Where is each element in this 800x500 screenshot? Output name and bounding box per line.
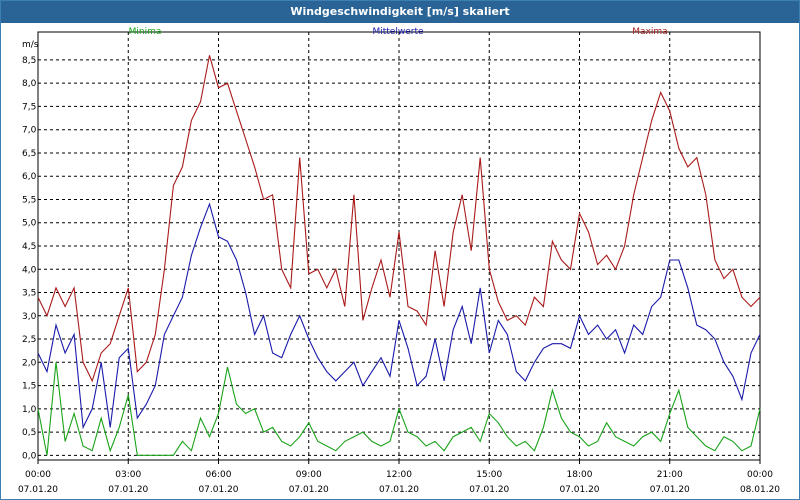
y-axis-ticks: 0,0 0,5 1,0 1,5 2,0 2,5 3,0 3,5 4,0 4,5 5,0 5,5 6,0 6… [22, 56, 37, 461]
series-line-mittelwerte [37, 202, 761, 430]
x-tick-time: 21:00 [657, 470, 683, 480]
x-tick-date: 07.01.20 [379, 485, 419, 495]
x-tick-time: 18:00 [567, 470, 593, 480]
y-tick-label: 2,5 [22, 335, 36, 345]
y-tick-label: 5,5 [22, 195, 36, 205]
x-tick-date: 07.01.20 [289, 485, 329, 495]
chart-title: Windgeschwindigkeit [m/s] skaliert [1, 1, 799, 23]
legend-mittelwerte: Mittelwerte [372, 27, 423, 37]
y-tick-label: 1,5 [22, 382, 36, 392]
y-tick-label: 6,5 [22, 149, 36, 159]
series-line-minima [37, 362, 761, 456]
legend-minima: Minima [129, 27, 162, 37]
y-tick-label: 0,0 [22, 451, 37, 461]
x-tick-time: 03:00 [115, 470, 141, 480]
y-tick-label: 4,0 [22, 265, 37, 275]
grid-lines [38, 32, 760, 460]
y-tick-label: 3,0 [22, 312, 37, 322]
y-tick-label: 4,5 [22, 242, 36, 252]
x-tick-date: 07.01.20 [469, 485, 509, 495]
x-tick-date: 07.01.20 [18, 485, 58, 495]
series-group [37, 55, 761, 456]
y-tick-label: 8,5 [22, 56, 36, 66]
y-tick-label: 2,0 [22, 358, 37, 368]
y-tick-label: 7,5 [22, 102, 36, 112]
x-tick-date: 07.01.20 [108, 485, 148, 495]
y-tick-label: 0,5 [22, 428, 36, 438]
y-tick-label: 5,0 [22, 219, 37, 229]
x-tick-time: 15:00 [476, 470, 502, 480]
x-tick-date: 07.01.20 [198, 485, 238, 495]
y-tick-label: 1,0 [22, 405, 37, 415]
x-tick-time: 12:00 [386, 470, 412, 480]
x-tick-date: 07.01.20 [650, 485, 690, 495]
legend-maxima: Maxima [632, 27, 667, 37]
x-tick-time: 00:00 [747, 470, 773, 480]
series-line-maxima [37, 55, 761, 383]
y-tick-label: 8,0 [22, 79, 37, 89]
x-tick-time: 00:00 [25, 470, 51, 480]
y-tick-label: 3,5 [22, 289, 36, 299]
x-tick-date: 07.01.20 [559, 485, 599, 495]
x-axis-ticks: 00:00 07.01.20 03:00 07.01.20 06:00 07.01.20 0… [18, 460, 780, 495]
y-axis-label: m/s [22, 40, 39, 50]
x-tick-date: 08.01.20 [740, 485, 780, 495]
x-tick-time: 09:00 [296, 470, 322, 480]
y-tick-label: 7,0 [22, 126, 37, 136]
y-tick-label: 6,0 [22, 172, 37, 182]
x-tick-time: 06:00 [206, 470, 232, 480]
